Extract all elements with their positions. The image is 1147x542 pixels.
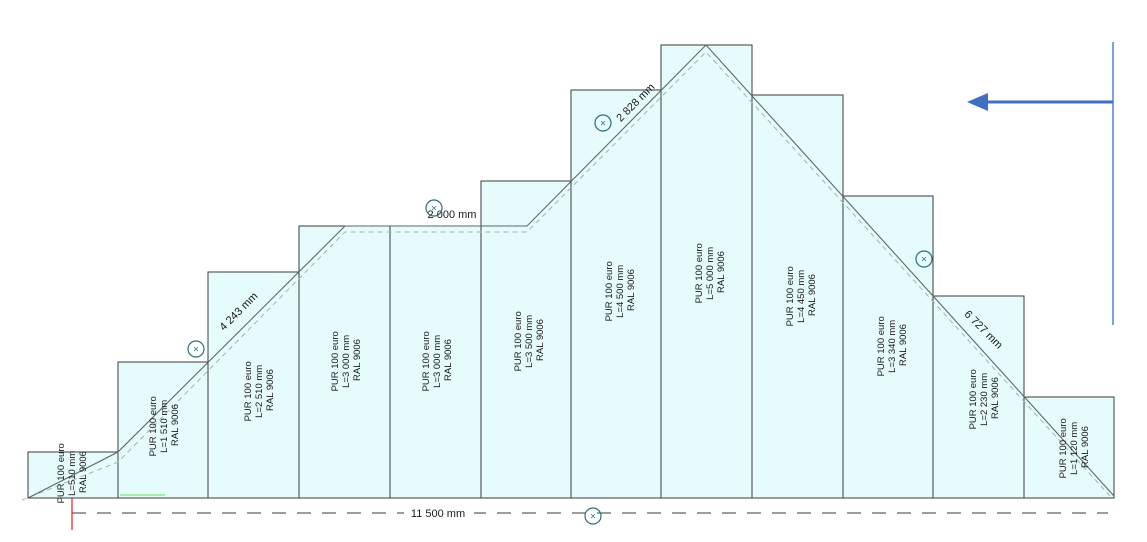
panel-12-label: PUR 100 euro L=1 120 mm RAL 9006: [1058, 416, 1091, 479]
panel-3-label: PUR 100 euro L=2 510 mm RAL 9006: [243, 359, 276, 422]
svg-text:×: ×: [431, 204, 437, 215]
svg-text:×: ×: [600, 119, 606, 130]
panel-labels: PUR 100 euro L=510 mm RAL 9006 PUR 100 e…: [56, 241, 1091, 504]
svg-text:×: ×: [193, 345, 199, 356]
panel-8-rect[interactable]: [660, 44, 753, 499]
panel-2-label: PUR 100 euro L=1 510 mm RAL 9006: [148, 394, 181, 457]
panel-4-label: PUR 100 euro L=3 000 mm RAL 9006: [330, 329, 363, 392]
target-marker-icon[interactable]: ×: [915, 250, 933, 268]
roof-outline: [27, 44, 1115, 499]
panel-5-label: PUR 100 euro L=3 000 mm RAL 9006: [421, 329, 454, 392]
panel-1-label: PUR 100 euro L=510 mm RAL 9006: [56, 441, 89, 504]
panel-group: [27, 44, 1115, 499]
panel-5-rect[interactable]: [389, 225, 482, 499]
roof-inner-dashed-line: [21, 51, 1111, 501]
target-marker-icon[interactable]: ×: [584, 507, 602, 525]
svg-text:×: ×: [590, 512, 596, 523]
panel-8-label: PUR 100 euro L=5 000 mm RAL 9006: [694, 241, 727, 304]
panel-6-label: PUR 100 euro L=3 500 mm RAL 9006: [513, 309, 546, 372]
dimension-flat-top: 2 000 mm: [428, 209, 477, 221]
svg-text:×: ×: [921, 255, 927, 266]
target-marker-icon[interactable]: ×: [187, 340, 205, 358]
panel-7-rect[interactable]: [570, 89, 662, 499]
panel-11-label: PUR 100 euro L=2 230 mm RAL 9006: [968, 367, 1001, 430]
target-marker-icon[interactable]: ×: [425, 199, 443, 217]
panel-6-rect[interactable]: [480, 180, 572, 499]
panel-4-rect[interactable]: [298, 225, 391, 499]
dimension-total-width: 11 500 mm: [411, 508, 465, 520]
panel-10-label: PUR 100 euro L=3 340 mm RAL 9006: [876, 314, 909, 377]
panel-7-label: PUR 100 euro L=4 500 mm RAL 9006: [604, 259, 637, 322]
total-dimension-label-bg: [404, 506, 474, 520]
left-arrow-icon: [967, 93, 1113, 111]
panel-9-label: PUR 100 euro L=4 450 mm RAL 9006: [785, 264, 818, 327]
panel-3-rect[interactable]: [207, 271, 300, 499]
target-marker-icon[interactable]: ×: [594, 114, 612, 132]
panel-2-rect[interactable]: [117, 361, 209, 499]
